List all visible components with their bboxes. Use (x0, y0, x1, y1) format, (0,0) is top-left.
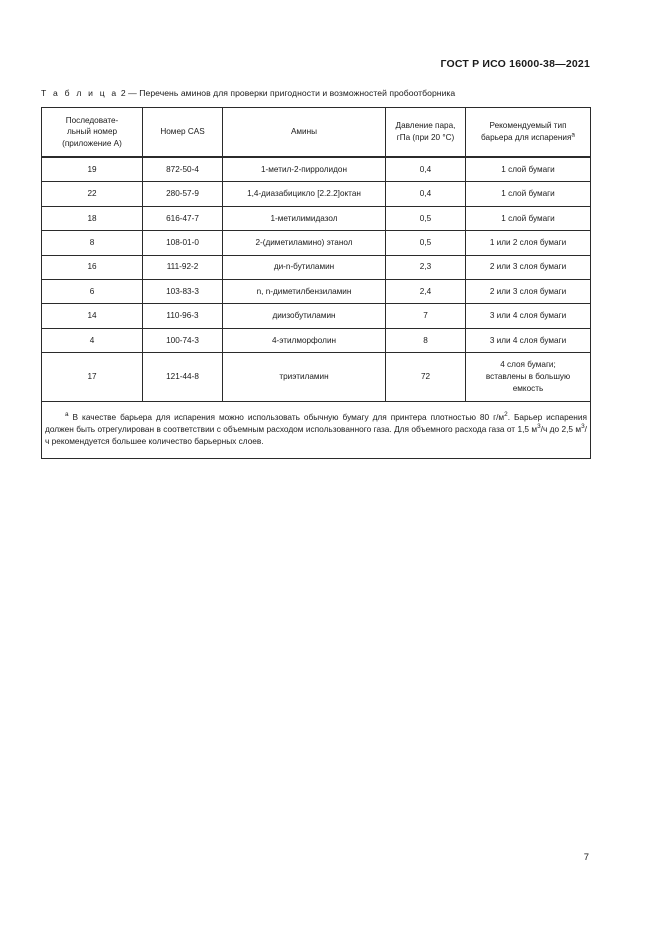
cell-amine-name: 4-этилморфолин (222, 327, 386, 354)
footnote-marker-icon: a (571, 131, 575, 139)
table-row: 18 616-47-7 1-метилимидазол 0,5 1 слой б… (41, 205, 591, 232)
column-header-sequence-number-line2: льный номер (66, 127, 118, 137)
cell-amine-name: ди-n-бутиламин (222, 254, 386, 280)
cell-cas-number: 108-01-0 (142, 230, 223, 256)
column-header-cas-number-label: Номер CAS (160, 127, 205, 137)
table-header-row-group: Последовате- льный номер (приложение А) … (41, 107, 591, 158)
cell-sequence-number: 4 (41, 327, 143, 354)
cell-barrier-type: 2 или 3 слоя бумаги (465, 254, 591, 280)
cell-sequence-number: 17 (41, 352, 143, 403)
cell-sequence-number: 18 (41, 205, 143, 232)
cell-barrier-type: 4 слоя бумаги; вставлены в большую емкос… (465, 352, 591, 403)
cell-vapor-pressure: 0,5 (385, 230, 466, 256)
column-header-barrier-type-text: барьера для испарения (481, 133, 572, 142)
footnote-marker-a-icon: a (65, 411, 69, 419)
cell-barrier-type: 1 слой бумаги (465, 181, 591, 207)
footnote-superscript-3: 3 (581, 423, 585, 431)
cell-amine-name: 1,4-диазабицикло [2.2.2]октан (222, 181, 386, 207)
cell-barrier-type-line1: 4 слоя бумаги; (500, 359, 556, 369)
cell-vapor-pressure: 7 (385, 303, 466, 329)
cell-barrier-type: 3 или 4 слоя бумаги (465, 303, 591, 329)
column-header-sequence-number: Последовате- льный номер (приложение А) (41, 107, 143, 158)
footnote-part-2: . Барьер испарения должен быть отрегулир… (45, 412, 588, 435)
table-row: 4 100-74-3 4-этилморфолин 8 3 или 4 слоя… (41, 327, 591, 354)
cell-barrier-type: 1 или 2 слоя бумаги (465, 230, 591, 256)
cell-vapor-pressure: 2,4 (385, 278, 466, 305)
cell-cas-number: 121-44-8 (142, 352, 223, 403)
footnote-paragraph: a В качестве барьера для испарения можно… (45, 412, 587, 447)
cell-vapor-pressure: 72 (385, 352, 466, 403)
cell-cas-number: 110-96-3 (142, 303, 223, 329)
cell-barrier-type-line3: емкость (512, 384, 544, 394)
table-row: 8 108-01-0 2-(диметиламино) этанол 0,5 1… (41, 230, 591, 256)
table-caption: Т а б л и ц а 2 — Перечень аминов для пр… (41, 88, 455, 98)
cell-cas-number: 280-57-9 (142, 181, 223, 207)
cell-cas-number: 616-47-7 (142, 205, 223, 232)
column-header-sequence-number-line3: (приложение А) (62, 138, 122, 148)
cell-sequence-number: 6 (41, 278, 143, 305)
cell-barrier-type-line2: вставлены в большую (485, 371, 571, 381)
running-header: ГОСТ Р ИСО 16000-38—2021 (440, 58, 590, 70)
cell-sequence-number: 22 (41, 181, 143, 207)
footnote-part-3: /ч до 2,5 м (540, 424, 582, 435)
cell-vapor-pressure: 0,4 (385, 156, 466, 183)
column-header-barrier-type-line2: барьера для испаренияa (469, 132, 587, 144)
footnote-superscript-2: 3 (537, 423, 541, 431)
table-caption-dash: — (128, 88, 137, 98)
column-header-amines-label: Амины (290, 127, 318, 137)
column-header-amines: Амины (222, 107, 386, 158)
footnote-part-1: В качестве барьера для испарения можно и… (72, 412, 505, 423)
cell-cas-number: 111-92-2 (142, 254, 223, 280)
cell-cas-number: 103-83-3 (142, 278, 223, 305)
column-header-barrier-type-line1: Рекомендуемый тип (489, 121, 567, 131)
footnote-part-4: /ч рекомендуется большее количество барь… (45, 424, 587, 446)
cell-vapor-pressure: 8 (385, 327, 466, 354)
cell-vapor-pressure: 2,3 (385, 254, 466, 280)
table-row: 16 111-92-2 ди-n-бутиламин 2,3 2 или 3 с… (41, 254, 591, 280)
cell-amine-name: диизобутиламин (222, 303, 386, 329)
table-body: 19 872-50-4 1-метил-2-пирролидон 0,4 1 с… (41, 156, 591, 460)
cell-barrier-type: 1 слой бумаги (465, 156, 591, 183)
cell-cas-number: 100-74-3 (142, 327, 223, 354)
cell-amine-name: 1-метил-2-пирролидон (222, 156, 386, 183)
table-row: 17 121-44-8 триэтиламин 72 4 слоя бумаги… (41, 352, 591, 403)
cell-sequence-number: 16 (41, 254, 143, 280)
cell-amine-name: триэтиламин (222, 352, 386, 403)
table-caption-label: Т а б л и ц а (41, 88, 119, 98)
cell-sequence-number: 8 (41, 230, 143, 256)
table-header-row: Последовате- льный номер (приложение А) … (41, 107, 591, 158)
table-row: 14 110-96-3 диизобутиламин 7 3 или 4 сло… (41, 303, 591, 329)
column-header-vapor-pressure-line2: гПа (при 20 °C) (396, 133, 455, 142)
column-header-vapor-pressure: Давление пара, гПа (при 20 °C) (385, 107, 466, 158)
cell-barrier-type: 2 или 3 слоя бумаги (465, 278, 591, 305)
cell-cas-number: 872-50-4 (142, 156, 223, 183)
column-header-sequence-number-line1: Последовате- (65, 115, 119, 125)
column-header-cas-number: Номер CAS (142, 107, 223, 158)
cell-amine-name: 2-(диметиламино) этанол (222, 230, 386, 256)
cell-sequence-number: 14 (41, 303, 143, 329)
amines-table-container: Последовате- льный номер (приложение А) … (41, 107, 591, 460)
table-row: 6 103-83-3 n, n-диметилбензиламин 2,4 2 … (41, 278, 591, 305)
table-footnote-cell: a В качестве барьера для испарения можно… (41, 401, 591, 460)
cell-vapor-pressure: 0,5 (385, 205, 466, 232)
column-header-vapor-pressure-line1: Давление пара, (395, 121, 456, 131)
column-header-barrier-type: Рекомендуемый тип барьера для испаренияa (465, 107, 591, 158)
table-row: 19 872-50-4 1-метил-2-пирролидон 0,4 1 с… (41, 156, 591, 183)
cell-vapor-pressure: 0,4 (385, 181, 466, 207)
cell-barrier-type: 3 или 4 слоя бумаги (465, 327, 591, 354)
page-number: 7 (583, 852, 589, 863)
footnote-superscript-1: 2 (504, 411, 508, 419)
cell-sequence-number: 19 (41, 156, 143, 183)
table-row: 22 280-57-9 1,4-диазабицикло [2.2.2]окта… (41, 181, 591, 207)
cell-amine-name: n, n-диметилбензиламин (222, 278, 386, 305)
table-caption-text: Перечень аминов для проверки пригодности… (139, 88, 456, 98)
cell-amine-name: 1-метилимидазол (222, 205, 386, 232)
table-caption-number: 2 (120, 88, 126, 98)
table-footnote-row: a В качестве барьера для испарения можно… (41, 401, 591, 460)
cell-barrier-type: 1 слой бумаги (465, 205, 591, 232)
amines-table: Последовате- льный номер (приложение А) … (41, 107, 591, 460)
